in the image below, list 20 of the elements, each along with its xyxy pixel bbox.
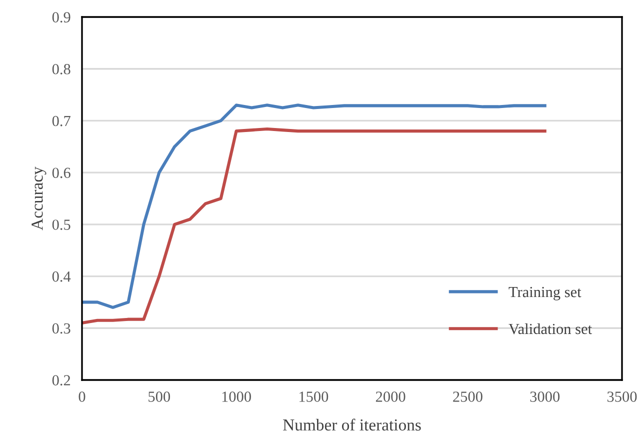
y-tick-label: 0.8	[52, 64, 70, 74]
y-tick-label: 0.7	[52, 116, 70, 126]
x-tick-label: 3000	[530, 392, 560, 402]
y-tick-label: 0.5	[52, 220, 70, 230]
y-tick-label: 0.6	[52, 168, 70, 178]
y-tick-label: 0.4	[52, 271, 71, 282]
x-tick-label: 0	[78, 392, 86, 402]
x-tick-label: 2500	[453, 392, 482, 402]
x-tick-label: 1500	[299, 392, 328, 402]
y-tick-label: 0.3	[52, 323, 70, 334]
y-tick-label: 0.9	[52, 12, 70, 23]
legend-label: Validation set	[508, 323, 592, 334]
x-axis-title: Number of iterations	[283, 418, 421, 431]
y-tick-label: 0.2	[52, 375, 70, 386]
x-tick-label: 1000	[222, 392, 251, 402]
x-tick-label: 500	[148, 392, 170, 402]
legend-label: Training set	[508, 286, 582, 300]
y-axis-title: Accuracy	[32, 166, 46, 230]
x-tick-label: 3500	[607, 392, 637, 402]
x-tick-label: 2000	[376, 392, 406, 402]
